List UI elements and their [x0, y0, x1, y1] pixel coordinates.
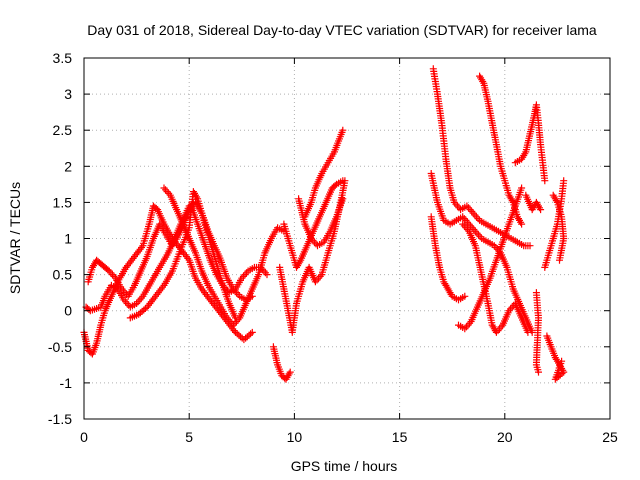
data-point-marker	[160, 184, 168, 192]
data-point-marker	[162, 186, 169, 194]
data-point-marker	[341, 177, 349, 185]
data-point-marker	[462, 224, 470, 232]
y-tick-label: -1	[60, 375, 73, 391]
y-tick-label: 2	[64, 158, 72, 174]
x-tick-label: 0	[80, 429, 88, 445]
data-point-marker	[472, 213, 480, 221]
y-tick-label: 0	[64, 303, 72, 319]
data-point-marker	[468, 207, 476, 215]
x-tick-label: 5	[185, 429, 193, 445]
data-point-marker	[339, 126, 347, 134]
chart-title: Day 031 of 2018, Sidereal Day-to-day VTE…	[87, 22, 597, 38]
data-point-marker	[286, 368, 294, 376]
y-tick-label: 1	[64, 231, 72, 247]
y-tick-label: -0.5	[48, 339, 72, 355]
data-point-marker	[465, 204, 472, 212]
data-point-marker	[226, 318, 234, 325]
data-point-marker	[108, 271, 116, 279]
y-tick-label: 2.5	[53, 122, 73, 138]
x-tick-label: 10	[287, 429, 303, 445]
y-ticks: -1.5 -1 -0.5 0 0.5 1 1.5 2 2.5 3 3.5	[48, 50, 610, 427]
data-point-marker	[524, 328, 532, 336]
data-point-marker	[475, 231, 482, 239]
data-point-marker	[460, 222, 468, 230]
data-point-marker	[473, 229, 481, 237]
x-tick-label: 20	[497, 429, 513, 445]
data-point-marker	[518, 220, 526, 228]
data-point-marker	[556, 256, 563, 264]
grid	[84, 58, 610, 419]
data-point-marker	[232, 314, 239, 322]
data-point-marker	[558, 357, 566, 365]
data-point-marker	[339, 195, 347, 203]
data-point-marker	[241, 271, 249, 279]
data-point-marker	[535, 368, 542, 376]
y-tick-label: -1.5	[48, 411, 72, 427]
data-point-marker	[459, 220, 467, 228]
data-point-marker	[518, 184, 526, 192]
data-point-marker	[104, 266, 112, 274]
x-tick-label: 15	[392, 429, 408, 445]
data-point-marker	[260, 267, 268, 275]
data-point-marker	[141, 305, 149, 312]
data-point-marker	[560, 177, 568, 185]
y-axis-label: SDTVAR / TECUs	[7, 182, 23, 294]
x-axis-label: GPS time / hours	[291, 458, 398, 474]
data-point-marker	[474, 215, 482, 223]
data-point-marker	[163, 188, 171, 196]
data-point-marker	[460, 215, 468, 223]
data-point-marker	[537, 206, 545, 214]
plot-frame	[83, 57, 611, 420]
data-point-marker	[471, 211, 479, 219]
data-point-marker	[461, 292, 469, 300]
data-point-marker	[136, 296, 144, 304]
data-point-marker	[247, 330, 255, 338]
data-point-marker	[469, 209, 477, 217]
y-tick-label: 0.5	[53, 267, 73, 283]
y-tick-label: 1.5	[53, 194, 73, 210]
y-tick-label: 3.5	[53, 50, 73, 66]
data-point-marker	[248, 328, 256, 336]
y-tick-label: 3	[64, 86, 72, 102]
x-tick-label: 25	[602, 429, 618, 445]
data-points	[80, 65, 568, 383]
data-point-marker	[465, 220, 473, 228]
data-point-marker	[263, 271, 271, 279]
x-ticks: 0 5 10 15 20 25	[80, 58, 618, 445]
data-point-marker	[526, 242, 534, 250]
data-point-marker	[467, 222, 475, 230]
data-point-marker	[541, 177, 549, 185]
